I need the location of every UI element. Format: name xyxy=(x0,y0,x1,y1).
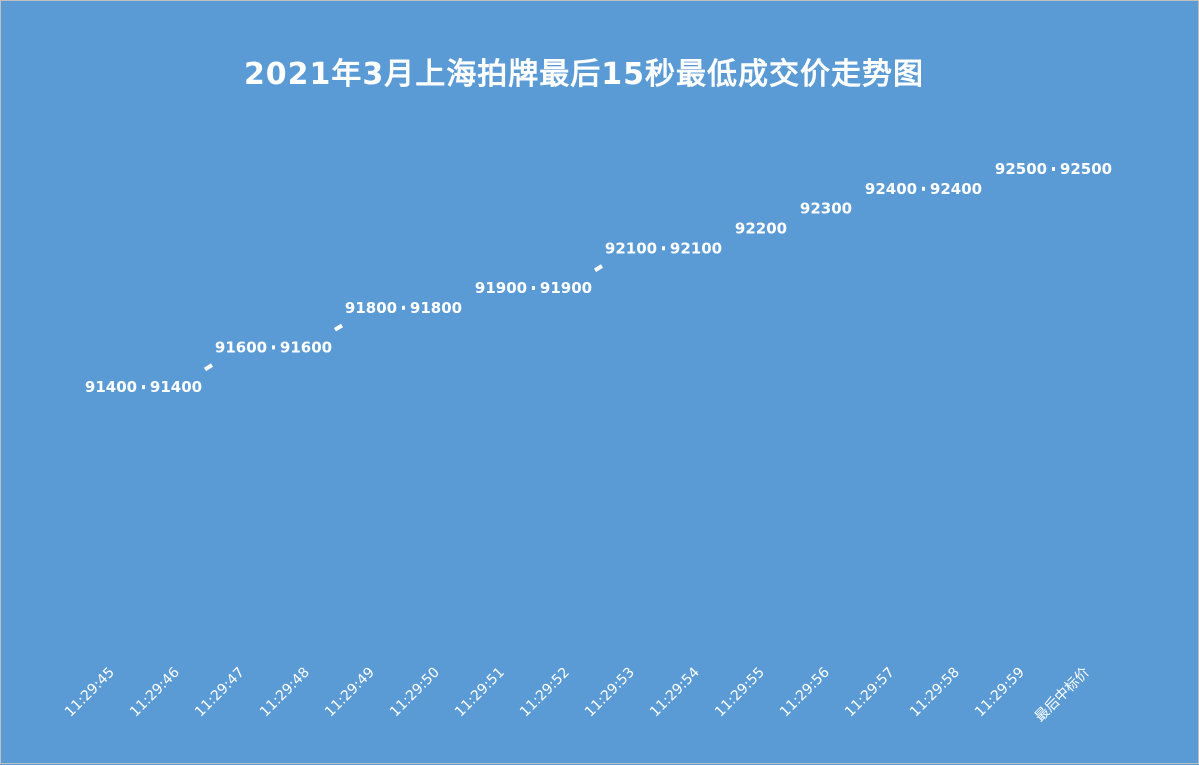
x-axis-tick-label: 11:29:50 xyxy=(387,665,443,721)
x-axis-tick-label: 11:29:56 xyxy=(777,664,833,720)
x-axis-tick-label: 11:29:55 xyxy=(712,665,768,721)
data-label: 91600 xyxy=(215,338,267,356)
x-axis-tick-label: 11:29:58 xyxy=(907,665,963,721)
data-label: 91400 xyxy=(85,378,137,396)
chart-title: 2021年3月上海拍牌最后15秒最低成交价走势图 xyxy=(243,57,925,92)
data-label: 91400 xyxy=(150,378,202,396)
x-axis-tick-label: 11:29:54 xyxy=(647,664,703,720)
data-label: 91900 xyxy=(540,279,592,297)
series-segment xyxy=(203,363,214,372)
x-axis-tick-label: 11:29:52 xyxy=(517,665,573,721)
x-axis-tick-label: 11:29:57 xyxy=(842,665,898,721)
x-axis-tick-labels: 11:29:45 11:29:46 11:29:47 11:29:48 11:29:49… xyxy=(62,664,1093,725)
x-axis-tick-label: 11:29:45 xyxy=(62,665,118,721)
data-label: 92400 xyxy=(865,180,917,198)
x-axis-tick-label: 11:29:48 xyxy=(257,665,313,721)
data-label: 92500 xyxy=(995,160,1047,178)
series-segment xyxy=(593,264,604,273)
x-axis-tick-label: 11:29:47 xyxy=(192,665,248,721)
data-label: 92500 xyxy=(1060,160,1112,178)
data-label: 92300 xyxy=(800,200,852,218)
series-segment xyxy=(333,323,344,332)
data-label: 92100 xyxy=(670,239,722,257)
x-axis-tick-label: 11:29:51 xyxy=(452,665,508,721)
x-axis-tick-label: 11:29:59 xyxy=(972,665,1028,721)
x-axis-tick-label: 11:29:53 xyxy=(582,665,638,721)
data-label: 91600 xyxy=(280,338,332,356)
x-axis-tick-label: 最后中标价 xyxy=(1032,665,1093,726)
data-label: 92100 xyxy=(605,239,657,257)
data-label: 91800 xyxy=(345,299,397,317)
x-axis-tick-label: 11:29:49 xyxy=(322,665,378,721)
series-line xyxy=(142,167,1055,390)
x-axis-tick-label: 11:29:46 xyxy=(127,664,183,720)
data-labels: 91400 91400 91600 91600 91800 91800 91900 91900… xyxy=(85,160,1112,396)
data-label: 91800 xyxy=(410,299,462,317)
data-label: 91900 xyxy=(475,279,527,297)
data-label: 92400 xyxy=(930,180,982,198)
drop-lines xyxy=(110,181,1087,637)
data-label: 92200 xyxy=(735,220,787,238)
